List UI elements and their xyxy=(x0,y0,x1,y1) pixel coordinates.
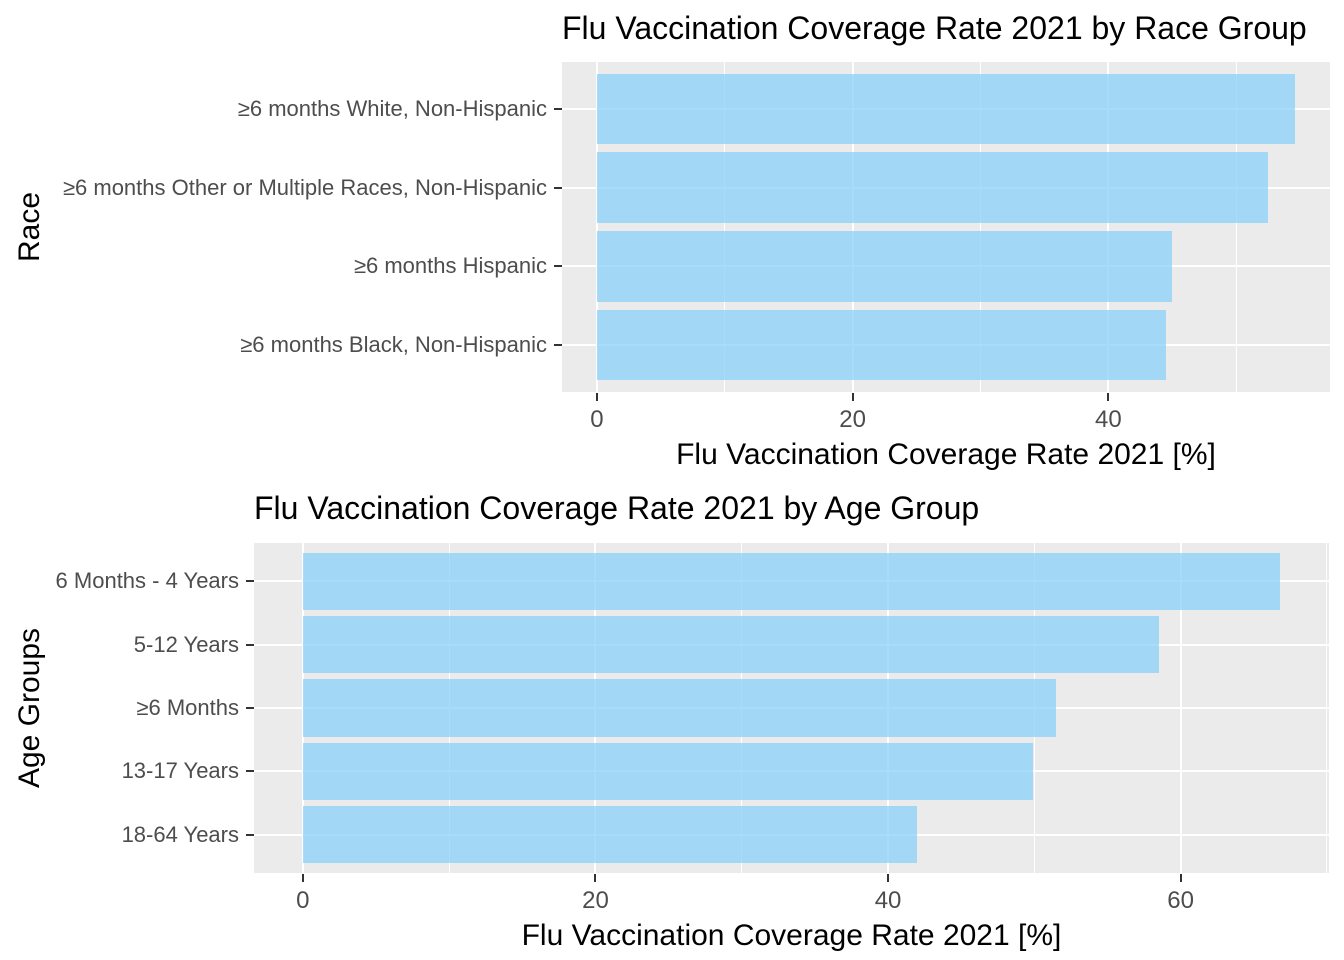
y-tick-label: ≥6 months Black, Non-Hispanic xyxy=(240,331,547,357)
x-tick-label: 0 xyxy=(296,887,310,914)
bar xyxy=(596,230,1173,302)
x-tick-mark xyxy=(851,393,854,401)
y-tick-mark xyxy=(554,108,562,111)
y-tick-mark xyxy=(246,770,254,773)
y-tick-label: ≥6 months Hispanic xyxy=(353,253,547,279)
x-tick-mark xyxy=(301,874,304,882)
gridline-major-v xyxy=(1107,62,1110,392)
y-tick-label: ≥6 months Other or Multiple Races, Non-H… xyxy=(62,174,547,200)
y-axis-title: Age Groups xyxy=(13,627,46,789)
y-tick-mark xyxy=(246,833,254,836)
bar xyxy=(596,152,1269,224)
bar xyxy=(302,742,1033,800)
gridline-minor-v xyxy=(980,62,982,392)
y-tick-mark xyxy=(246,580,254,583)
y-tick-mark xyxy=(246,643,254,646)
gridline-major-v xyxy=(595,62,598,392)
bar xyxy=(302,615,1159,674)
gridline-minor-v xyxy=(1235,62,1237,392)
y-tick-label: 18-64 Years xyxy=(121,821,239,847)
x-tick-label: 0 xyxy=(590,406,604,433)
x-tick-mark xyxy=(887,874,890,882)
bar xyxy=(596,73,1296,145)
x-tick-label: 20 xyxy=(582,887,609,914)
x-tick-mark xyxy=(1107,393,1110,401)
bar xyxy=(302,552,1281,610)
x-tick-label: 40 xyxy=(1095,406,1122,433)
x-tick-mark xyxy=(1179,874,1182,882)
y-tick-label: 5-12 Years xyxy=(133,631,239,657)
x-tick-label: 40 xyxy=(874,887,902,914)
x-axis-title: Flu Vaccination Coverage Rate 2021 [%] xyxy=(521,919,1062,952)
gridline-major-v xyxy=(851,62,854,392)
y-tick-mark xyxy=(554,343,562,346)
chart-title: Flu Vaccination Coverage Rate 2021 by Ag… xyxy=(254,490,980,526)
x-tick-label: 60 xyxy=(1167,887,1194,914)
x-tick-mark xyxy=(595,393,598,401)
x-axis-title: Flu Vaccination Coverage Rate 2021 [%] xyxy=(676,438,1216,471)
bar xyxy=(302,679,1057,737)
y-tick-label: ≥6 months White, Non-Hispanic xyxy=(237,96,547,122)
y-tick-mark xyxy=(554,186,562,189)
x-tick-mark xyxy=(594,874,597,882)
x-tick-label: 20 xyxy=(839,406,866,433)
bar xyxy=(302,806,918,864)
y-tick-mark xyxy=(554,265,562,268)
bar xyxy=(596,309,1166,381)
gridline-minor-v xyxy=(724,62,726,392)
y-tick-label: 6 Months - 4 Years xyxy=(55,568,239,594)
y-tick-mark xyxy=(246,707,254,709)
y-tick-label: ≥6 Months xyxy=(136,695,239,720)
chart-title: Flu Vaccination Coverage Rate 2021 by Ra… xyxy=(562,10,1307,46)
y-tick-label: 13-17 Years xyxy=(121,758,239,784)
